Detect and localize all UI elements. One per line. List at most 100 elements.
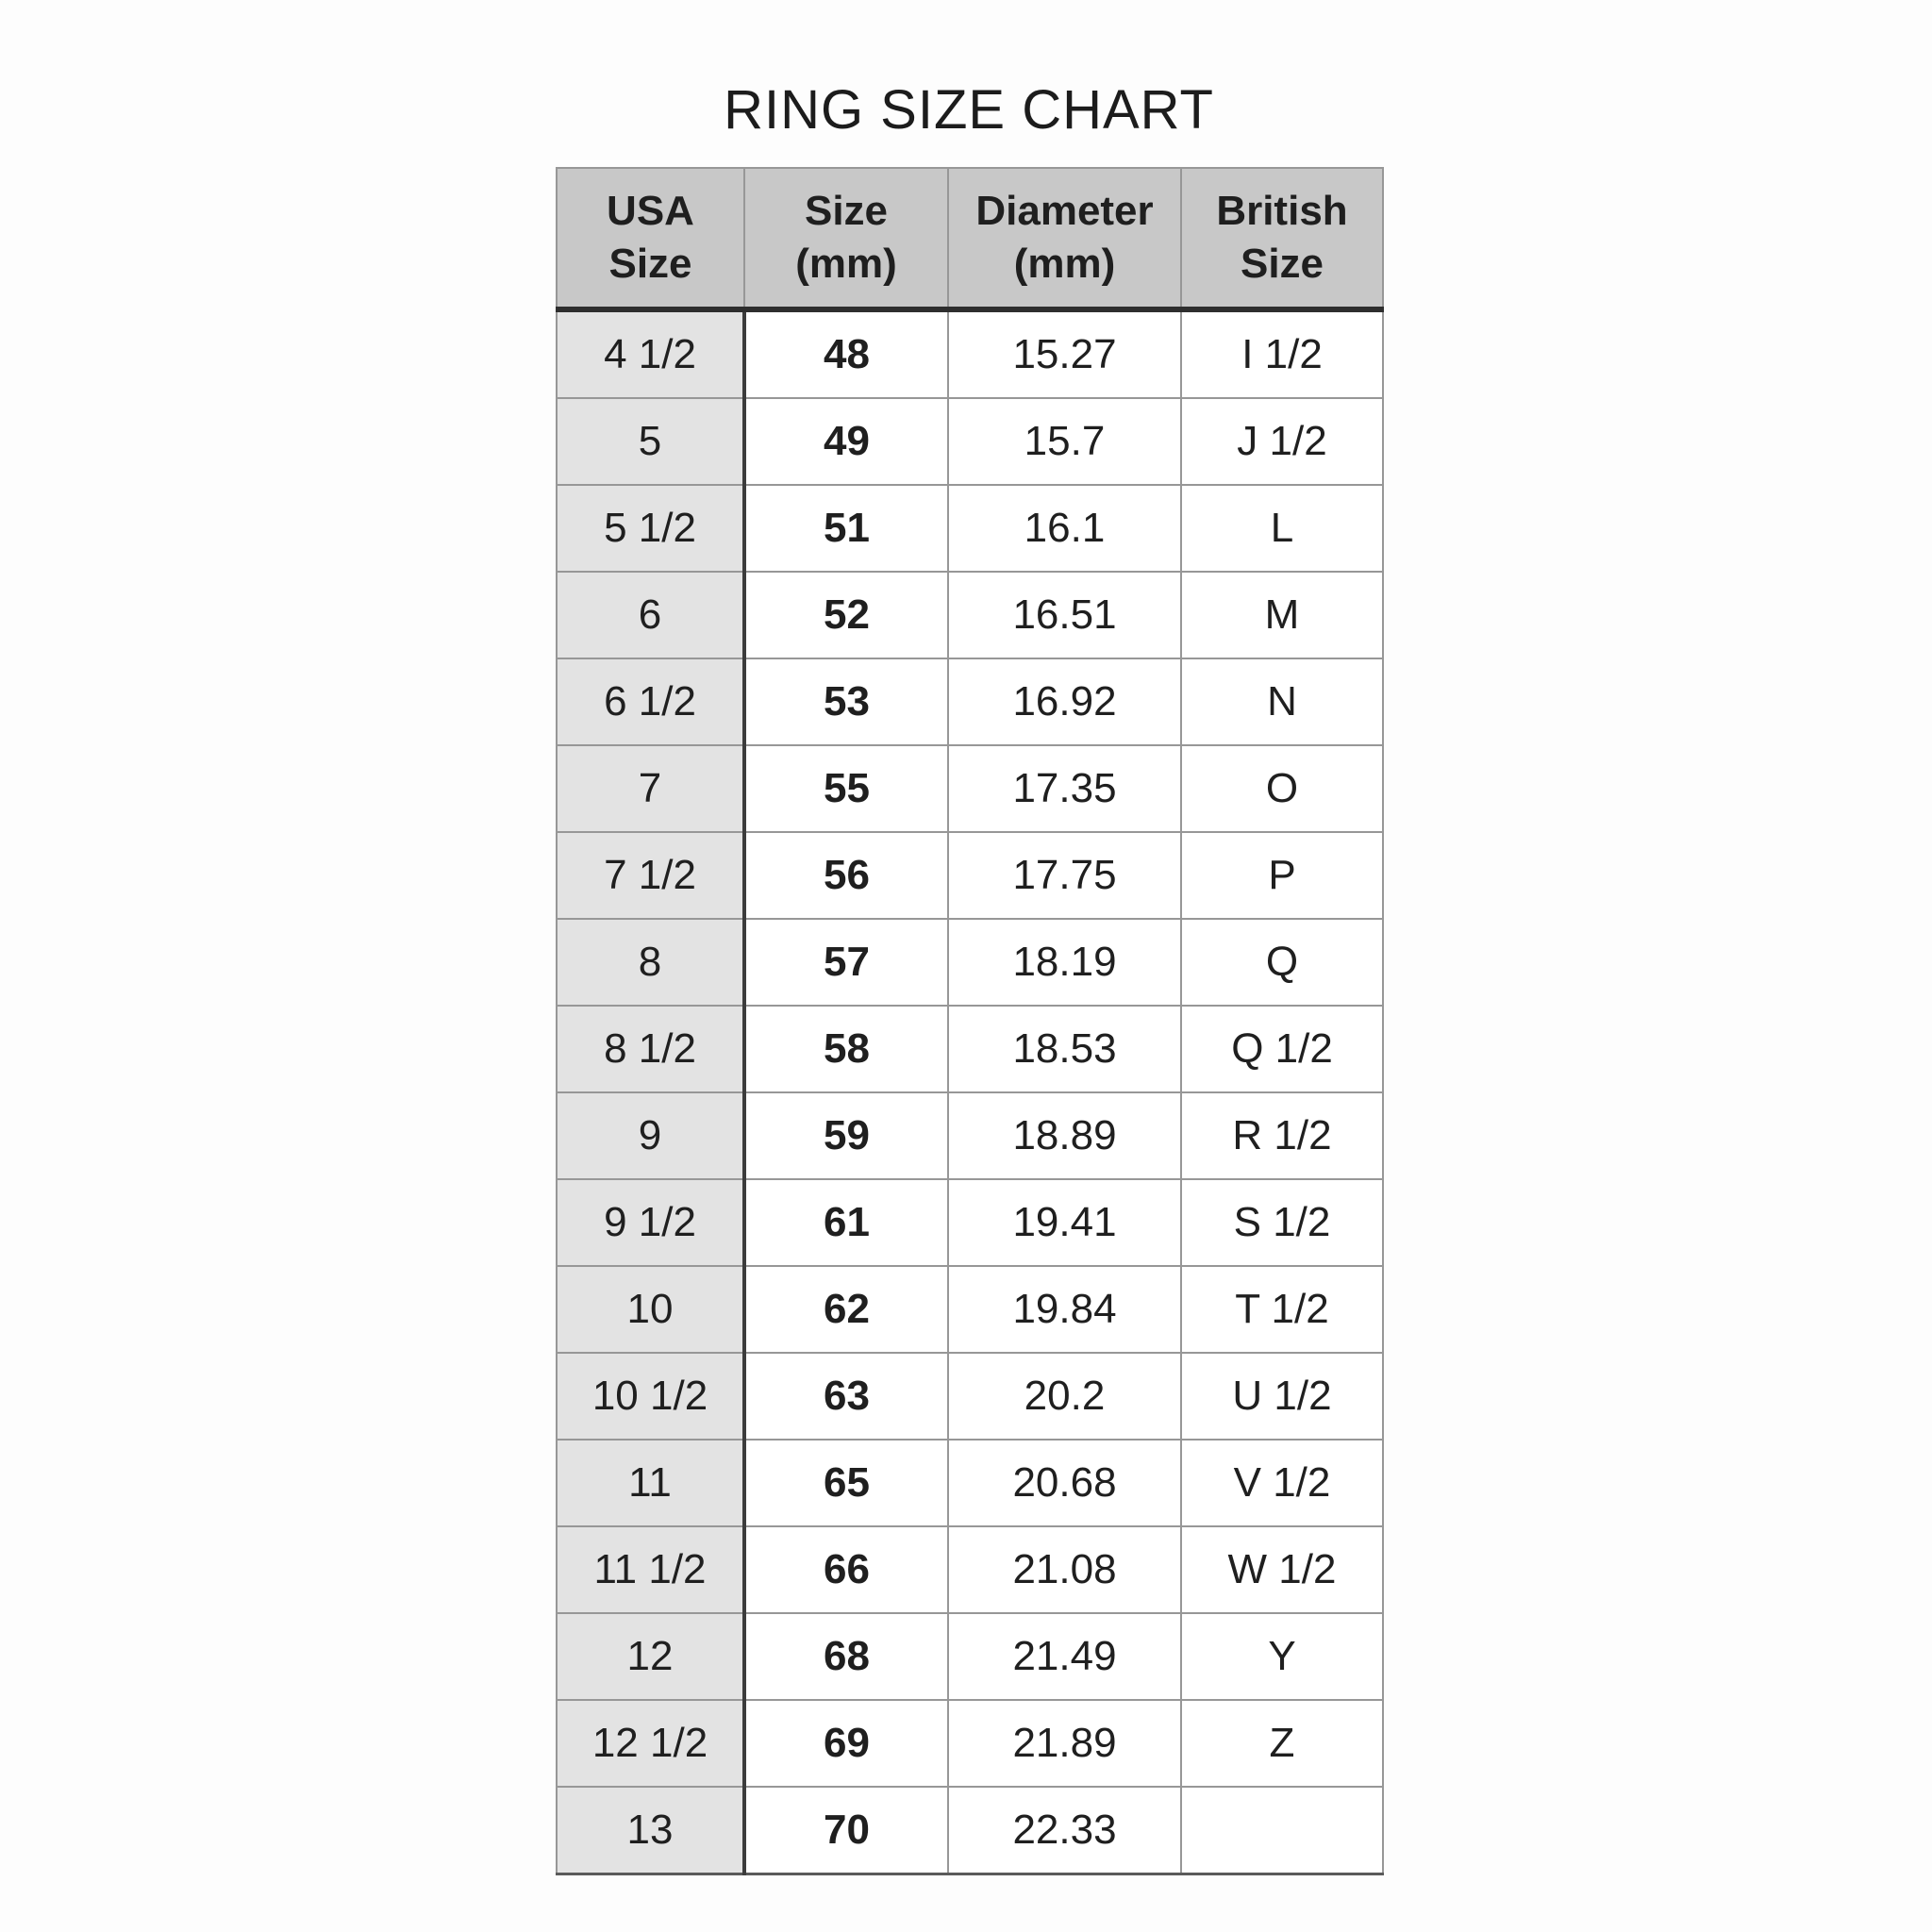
size-mm-cell: 52 — [743, 571, 949, 659]
page-title: RING SIZE CHART — [724, 79, 1214, 141]
diameter-mm-cell: 21.49 — [947, 1612, 1182, 1701]
table-row: 12 68 21.49 Y — [556, 1612, 1384, 1701]
usa-size-cell: 13 — [556, 1786, 746, 1875]
size-mm-cell: 49 — [743, 397, 949, 486]
usa-size-cell: 5 — [556, 397, 746, 486]
ring-size-table: USA Size Size (mm) Diameter (mm) British… — [556, 167, 1384, 1875]
table-row: 10 1/2 63 20.2 U 1/2 — [556, 1352, 1384, 1441]
size-mm-cell: 69 — [743, 1699, 949, 1788]
british-size-cell: Y — [1180, 1612, 1384, 1701]
usa-size-cell: 12 — [556, 1612, 746, 1701]
diameter-mm-cell: 15.27 — [947, 308, 1182, 399]
header-usa-size: USA Size — [556, 167, 745, 312]
table-body: 4 1/2 48 15.27 I 1/2 5 49 15.7 J 1/2 5 1/2 51 16.1… — [556, 308, 1384, 1875]
british-size-cell: Q — [1180, 918, 1384, 1007]
size-mm-cell: 70 — [743, 1786, 949, 1875]
size-mm-cell: 61 — [743, 1178, 949, 1267]
size-mm-cell: 57 — [743, 918, 949, 1007]
usa-size-cell: 11 1/2 — [556, 1525, 746, 1614]
diameter-mm-cell: 22.33 — [947, 1786, 1182, 1875]
usa-size-cell: 8 — [556, 918, 746, 1007]
british-size-cell: P — [1180, 831, 1384, 920]
british-size-cell: S 1/2 — [1180, 1178, 1384, 1267]
british-size-cell: Z — [1180, 1699, 1384, 1788]
size-mm-cell: 53 — [743, 658, 949, 746]
size-mm-cell: 48 — [743, 308, 949, 399]
diameter-mm-cell: 19.84 — [947, 1265, 1182, 1354]
usa-size-cell: 11 — [556, 1439, 746, 1527]
diameter-mm-cell: 16.1 — [947, 484, 1182, 573]
usa-size-cell: 9 1/2 — [556, 1178, 746, 1267]
british-size-cell: L — [1180, 484, 1384, 573]
table-row: 8 57 18.19 Q — [556, 918, 1384, 1007]
table-row: 10 62 19.84 T 1/2 — [556, 1265, 1384, 1354]
usa-size-cell: 9 — [556, 1091, 746, 1180]
table-row: 5 1/2 51 16.1 L — [556, 484, 1384, 573]
size-mm-cell: 63 — [743, 1352, 949, 1441]
british-size-cell: V 1/2 — [1180, 1439, 1384, 1527]
british-size-cell: J 1/2 — [1180, 397, 1384, 486]
usa-size-cell: 5 1/2 — [556, 484, 746, 573]
header-row: USA Size Size (mm) Diameter (mm) British… — [556, 167, 1384, 312]
british-size-cell: I 1/2 — [1180, 308, 1384, 399]
usa-size-cell: 10 — [556, 1265, 746, 1354]
header-diameter-mm: Diameter (mm) — [947, 167, 1182, 312]
table-row: 9 1/2 61 19.41 S 1/2 — [556, 1178, 1384, 1267]
diameter-mm-cell: 15.7 — [947, 397, 1182, 486]
size-mm-cell: 68 — [743, 1612, 949, 1701]
usa-size-cell: 4 1/2 — [556, 308, 746, 399]
table-row: 7 55 17.35 O — [556, 744, 1384, 833]
diameter-mm-cell: 16.51 — [947, 571, 1182, 659]
table-row: 13 70 22.33 — [556, 1786, 1384, 1875]
usa-size-cell: 7 — [556, 744, 746, 833]
british-size-cell: R 1/2 — [1180, 1091, 1384, 1180]
diameter-mm-cell: 17.35 — [947, 744, 1182, 833]
table-row: 5 49 15.7 J 1/2 — [556, 397, 1384, 486]
british-size-cell: T 1/2 — [1180, 1265, 1384, 1354]
table-row: 4 1/2 48 15.27 I 1/2 — [556, 308, 1384, 399]
usa-size-cell: 6 1/2 — [556, 658, 746, 746]
british-size-cell: U 1/2 — [1180, 1352, 1384, 1441]
diameter-mm-cell: 20.2 — [947, 1352, 1182, 1441]
british-size-cell: O — [1180, 744, 1384, 833]
diameter-mm-cell: 18.19 — [947, 918, 1182, 1007]
british-size-cell: N — [1180, 658, 1384, 746]
header-size-mm: Size (mm) — [743, 167, 949, 312]
table-row: 11 1/2 66 21.08 W 1/2 — [556, 1525, 1384, 1614]
usa-size-cell: 8 1/2 — [556, 1005, 746, 1093]
british-size-cell: Q 1/2 — [1180, 1005, 1384, 1093]
table-row: 11 65 20.68 V 1/2 — [556, 1439, 1384, 1527]
diameter-mm-cell: 20.68 — [947, 1439, 1182, 1527]
table-row: 9 59 18.89 R 1/2 — [556, 1091, 1384, 1180]
diameter-mm-cell: 17.75 — [947, 831, 1182, 920]
table-row: 8 1/2 58 18.53 Q 1/2 — [556, 1005, 1384, 1093]
table-row: 6 1/2 53 16.92 N — [556, 658, 1384, 746]
british-size-cell: M — [1180, 571, 1384, 659]
header-british-size: British Size — [1180, 167, 1384, 312]
size-mm-cell: 59 — [743, 1091, 949, 1180]
british-size-cell — [1180, 1786, 1384, 1875]
size-mm-cell: 58 — [743, 1005, 949, 1093]
size-mm-cell: 62 — [743, 1265, 949, 1354]
usa-size-cell: 10 1/2 — [556, 1352, 746, 1441]
diameter-mm-cell: 21.08 — [947, 1525, 1182, 1614]
table-header: USA Size Size (mm) Diameter (mm) British… — [556, 167, 1384, 312]
usa-size-cell: 6 — [556, 571, 746, 659]
diameter-mm-cell: 19.41 — [947, 1178, 1182, 1267]
size-mm-cell: 51 — [743, 484, 949, 573]
usa-size-cell: 7 1/2 — [556, 831, 746, 920]
table-row: 7 1/2 56 17.75 P — [556, 831, 1384, 920]
size-mm-cell: 66 — [743, 1525, 949, 1614]
british-size-cell: W 1/2 — [1180, 1525, 1384, 1614]
usa-size-cell: 12 1/2 — [556, 1699, 746, 1788]
diameter-mm-cell: 18.53 — [947, 1005, 1182, 1093]
size-mm-cell: 55 — [743, 744, 949, 833]
diameter-mm-cell: 18.89 — [947, 1091, 1182, 1180]
table-row: 6 52 16.51 M — [556, 571, 1384, 659]
diameter-mm-cell: 21.89 — [947, 1699, 1182, 1788]
table-row: 12 1/2 69 21.89 Z — [556, 1699, 1384, 1788]
size-mm-cell: 56 — [743, 831, 949, 920]
diameter-mm-cell: 16.92 — [947, 658, 1182, 746]
size-mm-cell: 65 — [743, 1439, 949, 1527]
